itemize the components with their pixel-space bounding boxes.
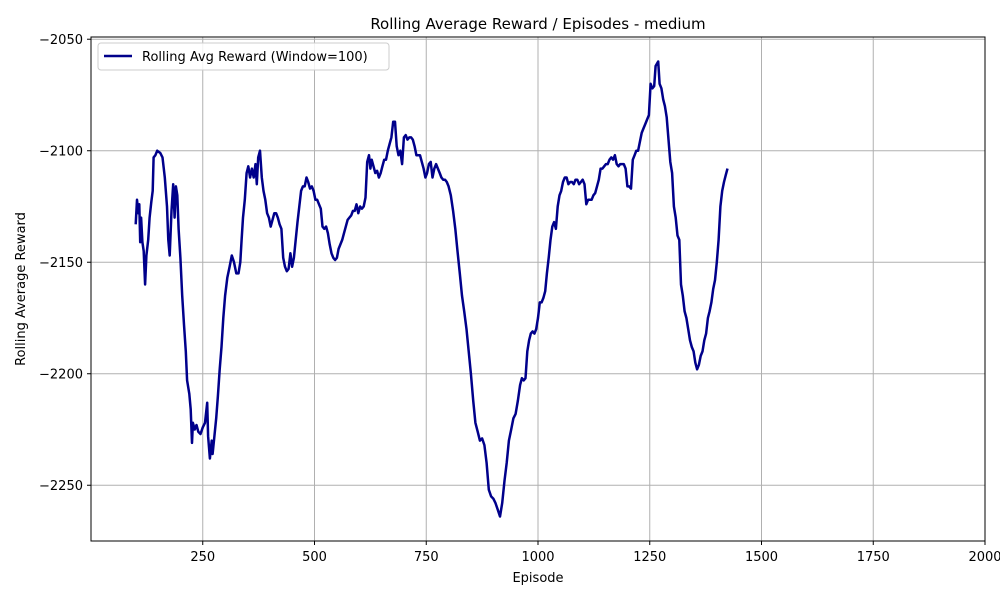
y-tick-label: −2250	[39, 479, 83, 494]
legend-label: Rolling Avg Reward (Window=100)	[142, 50, 368, 65]
x-tick-label: 2000	[968, 550, 1000, 565]
legend-box	[97, 42, 390, 71]
x-axis: 250 500 750 1000 1250 1500 1750 2000	[190, 541, 1000, 565]
series-layer	[134, 60, 729, 518]
x-axis-label: Episode	[512, 571, 563, 586]
series-line	[134, 60, 729, 518]
x-tick-label: 1500	[745, 550, 778, 565]
legend: Rolling Avg Reward (Window=100)	[97, 42, 390, 71]
chart-title: Rolling Average Reward / Episodes - medi…	[370, 15, 705, 33]
x-tick-label: 500	[302, 550, 327, 565]
y-axis: −2050 −2100 −2150 −2200 −2250	[39, 33, 91, 494]
y-tick-label: −2050	[39, 33, 83, 48]
x-tick-label: 1000	[521, 550, 554, 565]
x-tick-label: 1250	[633, 550, 666, 565]
y-tick-label: −2200	[39, 368, 83, 383]
x-tick-label: 250	[190, 550, 215, 565]
x-tick-label: 1750	[857, 550, 890, 565]
y-tick-label: −2150	[39, 256, 83, 271]
y-tick-label: −2100	[39, 145, 83, 160]
y-axis-label: Rolling Average Reward	[14, 212, 29, 366]
x-tick-label: 750	[414, 550, 439, 565]
